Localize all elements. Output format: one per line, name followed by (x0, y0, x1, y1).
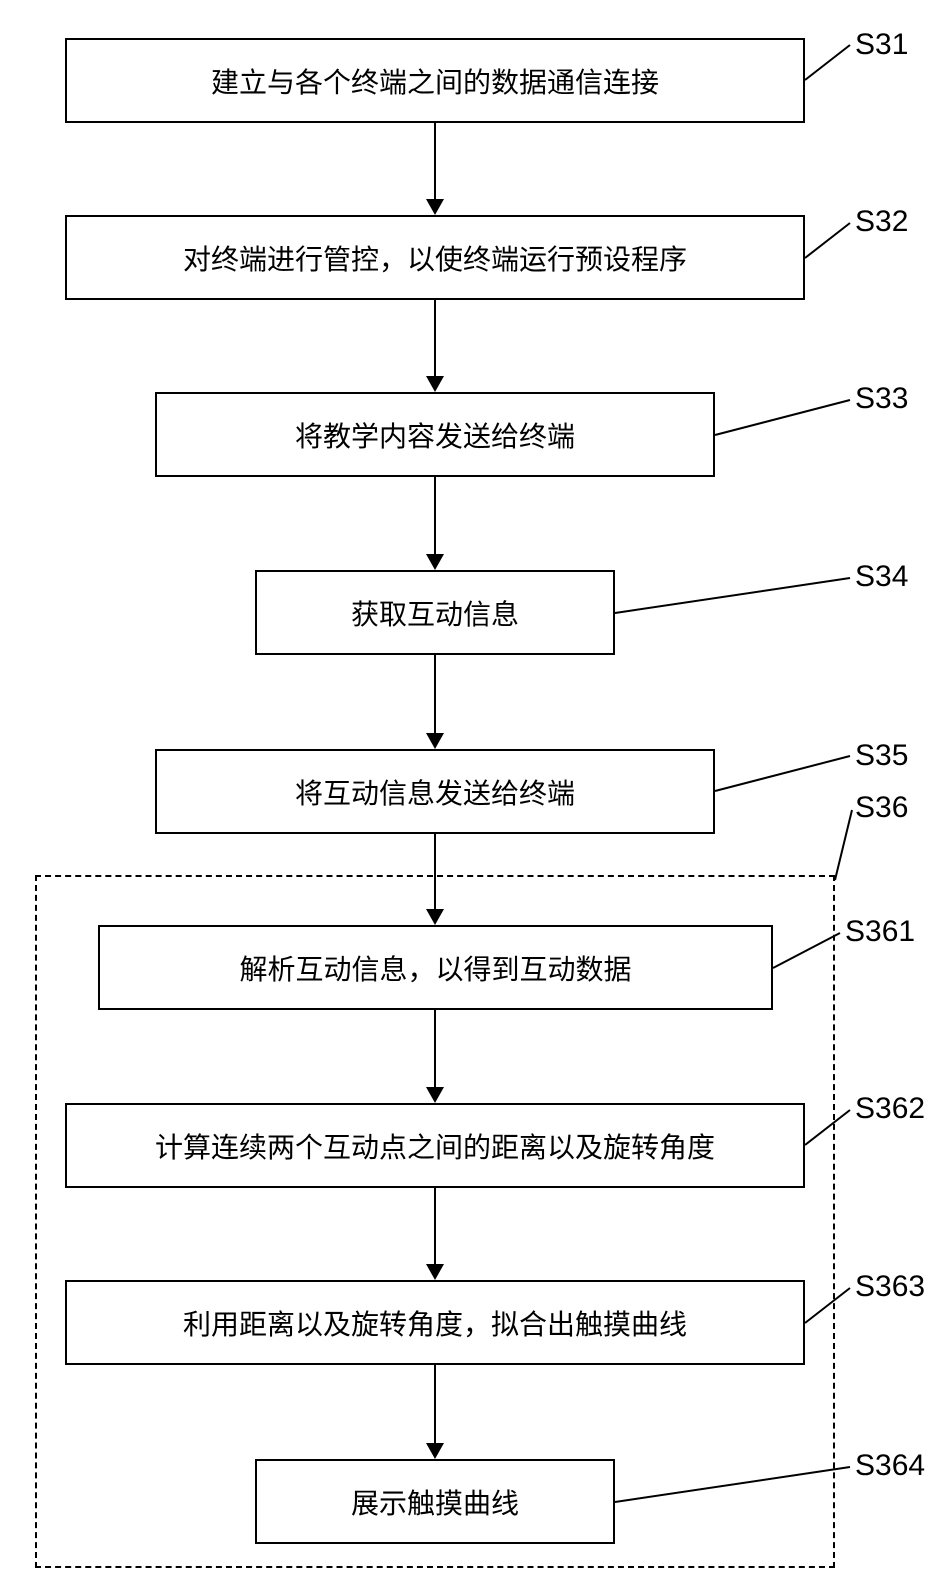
label-s36: S36 (855, 791, 908, 825)
step-s35: 将互动信息发送给终端 (155, 749, 715, 834)
flowchart-container: 建立与各个终端之间的数据通信连接 S31 对终端进行管控，以使终端运行预设程序 … (0, 0, 950, 1585)
step-s34: 获取互动信息 (255, 570, 615, 655)
arrow-line (434, 1188, 436, 1264)
connector-line (715, 756, 850, 791)
arrow-head-icon (426, 376, 444, 392)
step-s362: 计算连续两个互动点之间的距离以及旋转角度 (65, 1103, 805, 1188)
label-s31: S31 (855, 28, 908, 62)
arrow-head-icon (426, 1443, 444, 1459)
label-s363: S363 (855, 1270, 925, 1304)
arrow-line (434, 477, 436, 554)
step-s32: 对终端进行管控，以使终端运行预设程序 (65, 215, 805, 300)
step-text: 建立与各个终端之间的数据通信连接 (211, 61, 659, 101)
arrow-head-icon (426, 554, 444, 570)
arrow-line (434, 1010, 436, 1087)
arrow-line (434, 834, 436, 909)
label-s33: S33 (855, 382, 908, 416)
step-text: 展示触摸曲线 (351, 1482, 519, 1522)
connector-line (615, 578, 850, 613)
label-s32: S32 (855, 205, 908, 239)
label-s35: S35 (855, 739, 908, 773)
step-s361: 解析互动信息，以得到互动数据 (98, 925, 773, 1010)
arrow-line (434, 655, 436, 733)
step-s31: 建立与各个终端之间的数据通信连接 (65, 38, 805, 123)
arrow-head-icon (426, 1264, 444, 1280)
arrow-head-icon (426, 1087, 444, 1103)
step-s33: 将教学内容发送给终端 (155, 392, 715, 477)
arrow-head-icon (426, 199, 444, 215)
arrow-head-icon (426, 733, 444, 749)
arrow-line (434, 123, 436, 199)
step-text: 对终端进行管控，以使终端运行预设程序 (183, 238, 687, 278)
connector-line (715, 400, 850, 435)
step-text: 计算连续两个互动点之间的距离以及旋转角度 (155, 1126, 715, 1166)
arrow-line (434, 1365, 436, 1443)
step-text: 解析互动信息，以得到互动数据 (239, 948, 631, 988)
label-s364: S364 (855, 1449, 925, 1483)
arrow-head-icon (426, 909, 444, 925)
label-s34: S34 (855, 560, 908, 594)
step-text: 利用距离以及旋转角度，拟合出触摸曲线 (183, 1303, 687, 1343)
step-text: 将互动信息发送给终端 (295, 772, 575, 812)
step-text: 将教学内容发送给终端 (295, 415, 575, 455)
label-s362: S362 (855, 1092, 925, 1126)
arrow-line (434, 300, 436, 376)
label-s361: S361 (845, 915, 915, 949)
connector-line (835, 810, 852, 880)
step-s364: 展示触摸曲线 (255, 1459, 615, 1544)
connector-line (805, 45, 850, 80)
connector-line (805, 223, 850, 258)
step-s363: 利用距离以及旋转角度，拟合出触摸曲线 (65, 1280, 805, 1365)
step-text: 获取互动信息 (351, 593, 519, 633)
